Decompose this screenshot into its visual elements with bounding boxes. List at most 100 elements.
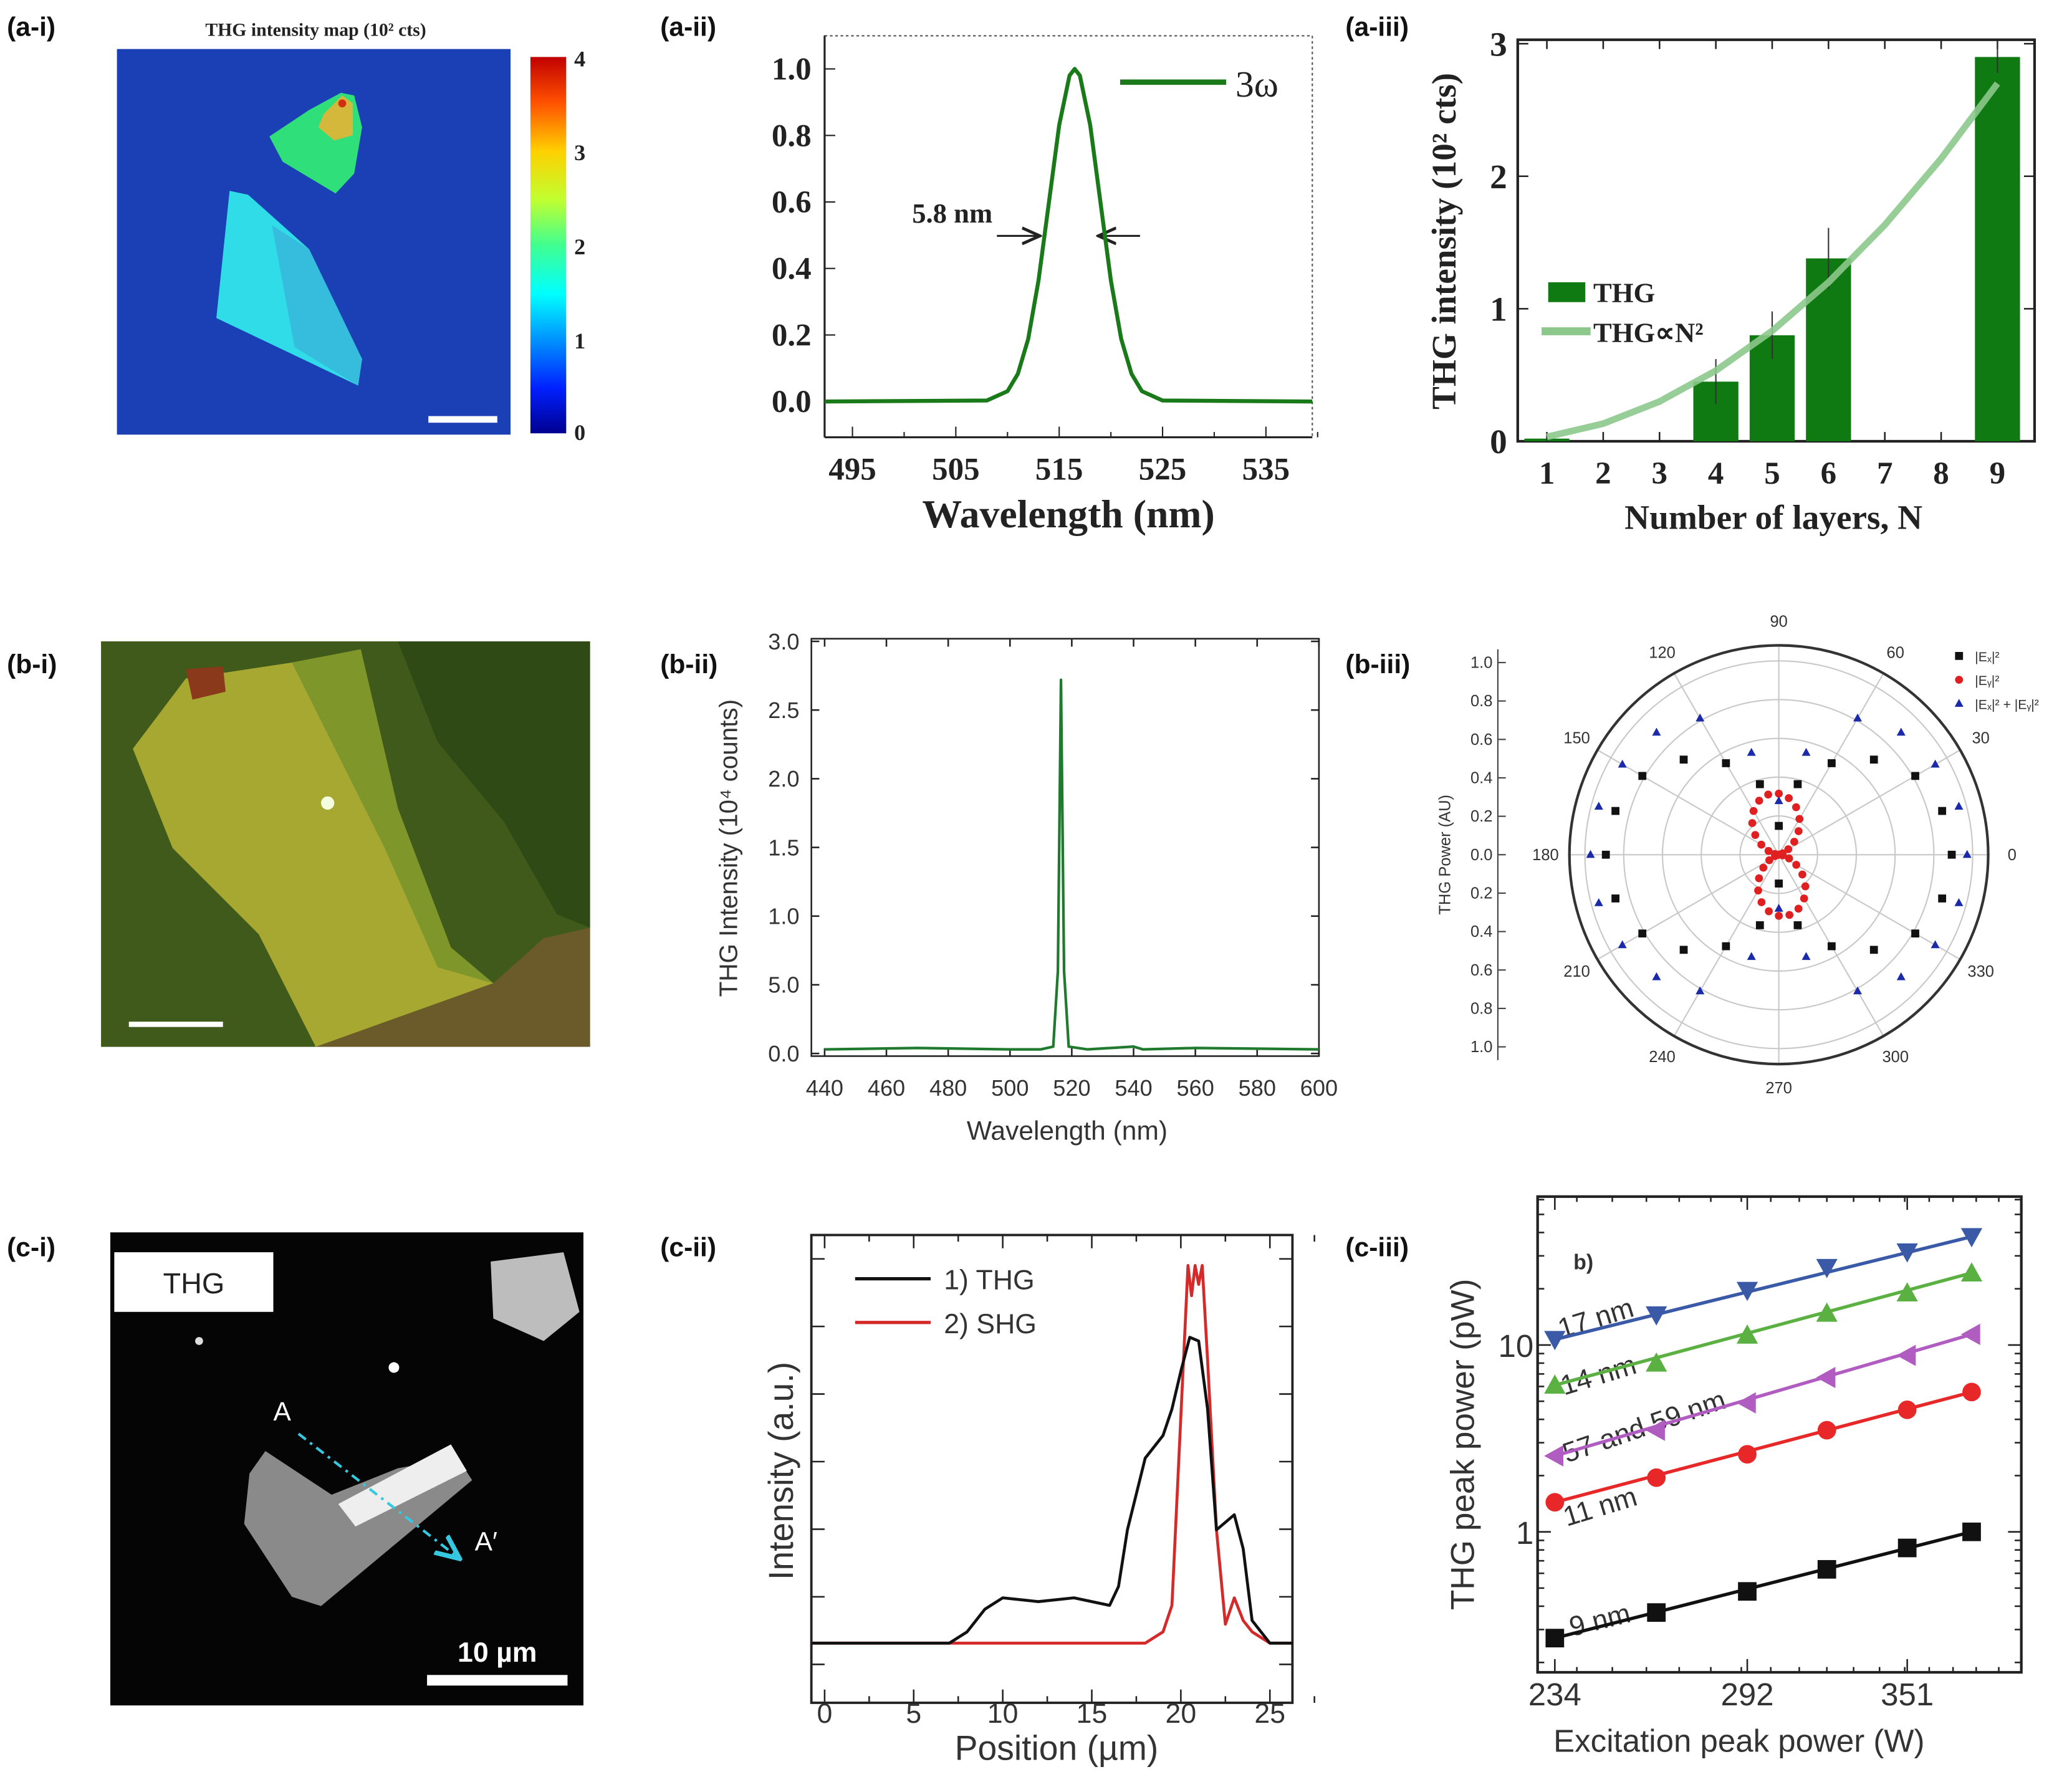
angle-tick-label: 330 [1967, 963, 1994, 980]
polar-point-series-1 [1778, 851, 1787, 860]
optical-image [101, 641, 590, 1047]
y-tick-label: 5.0 [768, 972, 799, 998]
bright-spot [321, 796, 335, 810]
polar-point-series-2 [1962, 850, 1972, 858]
r-tick-label: 1.0 [1470, 1038, 1492, 1056]
flake-bright [338, 1444, 467, 1527]
flake-peak [338, 99, 347, 108]
y-tick-label: 0.0 [772, 385, 812, 419]
x-tick-label: 20 [1166, 1698, 1197, 1729]
colorbar-tick: 1 [574, 328, 585, 353]
panel-label-a-i: (a-i) [7, 12, 55, 42]
y-axis-label: THG Power (AU) [1436, 795, 1454, 915]
legend-marker-1 [1955, 676, 1964, 684]
x-tick-label: 351 [1881, 1677, 1934, 1712]
thg-badge [114, 1252, 274, 1312]
polar-point-series-0 [1611, 807, 1619, 815]
polar-point-series-0 [1911, 929, 1919, 938]
polar-point-series-0 [1775, 879, 1783, 888]
polar-point-series-1 [1757, 898, 1766, 906]
y-tick-label: 3 [1490, 25, 1507, 63]
plot-frame [1536, 1195, 2023, 1674]
polar-point-series-2 [1896, 727, 1906, 736]
legend-label-fit: THG∝N² [1593, 317, 1704, 348]
polar-point-series-1 [1795, 815, 1804, 823]
polar-point-series-0 [1793, 780, 1802, 788]
bar-N9 [1975, 57, 2020, 441]
r-tick-label: 0.8 [1470, 692, 1492, 710]
x-tick-label: 234 [1528, 1677, 1581, 1712]
inset-label: b) [1573, 1251, 1593, 1275]
polar-point-series-0 [1947, 850, 1956, 859]
polar-point-series-2 [1853, 713, 1863, 722]
angle-tick-label: 30 [1972, 730, 1989, 747]
legend-label-shg: 2) SHG [944, 1309, 1037, 1339]
x-tick-label: 2 [1595, 456, 1611, 491]
data-point-series-4 [1738, 1582, 1757, 1601]
polar-point-series-2 [1618, 940, 1627, 949]
x-tick-label: 540 [1115, 1075, 1152, 1101]
polar-point-series-2 [1954, 898, 1964, 906]
polar-point-series-1 [1765, 856, 1773, 865]
polar-point-series-0 [1638, 772, 1647, 780]
data-point-series-1 [1960, 1262, 1983, 1282]
polar-point-series-2 [1618, 759, 1627, 768]
polar-point-series-0 [1793, 921, 1802, 929]
panel-label-b-ii: (b-ii) [660, 650, 717, 679]
x-tick-label: 1 [1539, 456, 1555, 491]
data-point-series-0 [1816, 1258, 1838, 1278]
y-axis-label: THG peak power (pW) [1445, 1279, 1482, 1611]
polar-point-series-2 [1695, 986, 1705, 995]
legend-swatch-thg [1548, 282, 1586, 302]
x-tick-label: 560 [1177, 1075, 1214, 1101]
series-label-14nm: 14 nm [1557, 1349, 1640, 1401]
panel-label-b-iii: (b-iii) [1345, 650, 1410, 679]
x-tick-label: 3 [1652, 456, 1668, 491]
x-tick-label: 5 [906, 1698, 921, 1729]
x-tick-label: 292 [1721, 1677, 1774, 1712]
thg-intensity-map: THG intensity map (10² cts) 4 3 2 1 0 [117, 19, 585, 445]
angle-tick-label: 150 [1563, 730, 1590, 747]
angle-tick-label: 120 [1649, 644, 1676, 662]
y-tick-label: 10 [1499, 1328, 1534, 1364]
polar-point-series-1 [1784, 845, 1793, 853]
x-axis-label: Excitation peak power (W) [1553, 1723, 1924, 1759]
angle-tick-label: 270 [1765, 1080, 1792, 1097]
panel-label-a-iii: (a-iii) [1345, 12, 1409, 42]
data-point-series-3 [1897, 1400, 1917, 1419]
spectrum-line [824, 678, 1319, 1051]
data-point-series-1 [1544, 1374, 1566, 1394]
data-point-series-2 [1736, 1392, 1756, 1414]
polar-point-series-0 [1869, 755, 1878, 764]
polar-point-series-2 [1853, 986, 1863, 995]
polar-point-series-1 [1791, 803, 1800, 812]
legend-marker-0 [1955, 652, 1964, 660]
fit-curve-n-squared [1546, 81, 2000, 441]
colorbar-tick: 4 [574, 46, 585, 71]
polar-point-series-1 [1754, 886, 1762, 895]
y-axis-label: THG intensity (10² cts) [1425, 73, 1463, 410]
angle-tick-label: 240 [1649, 1048, 1676, 1066]
panel-label-b-i: (b-i) [7, 650, 57, 679]
polar-point-series-1 [1757, 840, 1765, 849]
colorbar [530, 57, 567, 434]
polar-point-series-0 [1611, 894, 1619, 903]
data-point-series-4 [1817, 1559, 1836, 1579]
r-tick-label: 0.6 [1470, 962, 1492, 979]
polar-point-series-0 [1601, 850, 1610, 859]
y-tick-label: 2.5 [768, 697, 799, 723]
polar-point-series-2 [1801, 952, 1811, 960]
angle-tick-label: 60 [1887, 644, 1904, 662]
polar-point-series-2 [1594, 898, 1603, 906]
x-tick-label: 525 [1139, 453, 1187, 487]
polar-point-series-0 [1869, 946, 1878, 954]
plot-frame [823, 35, 1313, 438]
y-tick-label: 0.4 [772, 252, 812, 287]
polar-point-series-1 [1764, 846, 1773, 855]
legend-label: |Eₓ|² + |Eᵧ|² [1975, 697, 2039, 712]
colorbar-tick: 0 [574, 420, 585, 445]
polar-point-series-1 [1785, 794, 1793, 802]
data-point-series-3 [1817, 1420, 1836, 1440]
data-point-series-3 [1738, 1445, 1757, 1464]
x-tick-label: 25 [1254, 1698, 1285, 1729]
